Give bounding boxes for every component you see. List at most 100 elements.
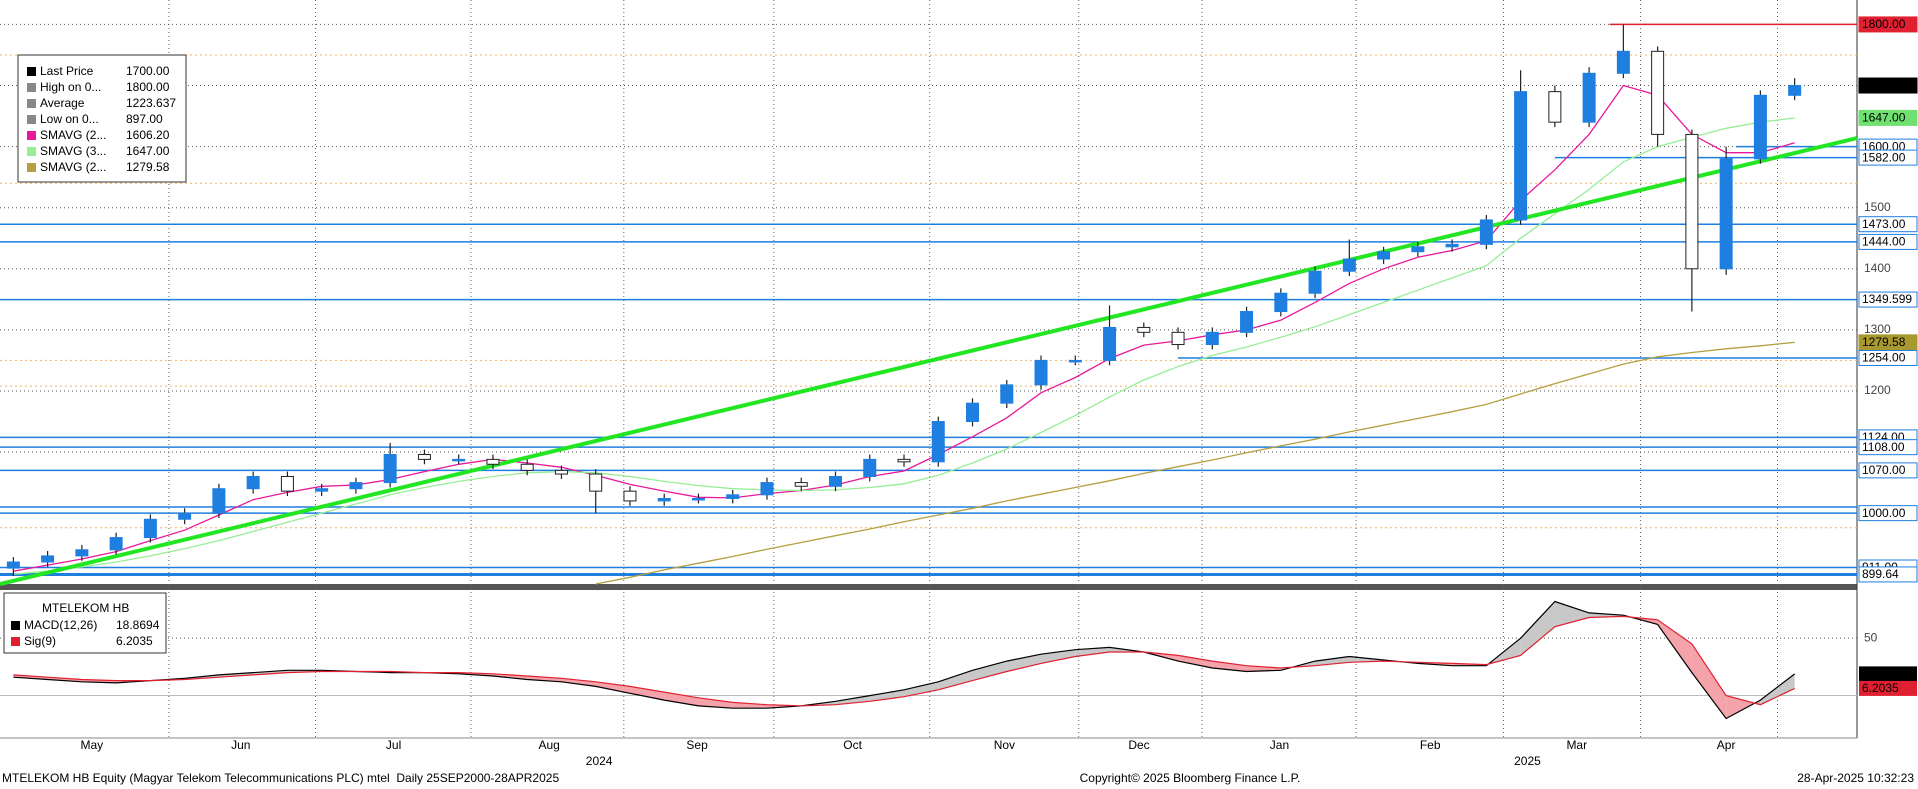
x-tick-label: Aug — [538, 738, 559, 752]
legend-name: High on 0... — [40, 80, 101, 94]
macd-tag — [1859, 680, 1917, 696]
macd-fill — [561, 678, 596, 687]
price-tag-label: 1700.00 — [1862, 78, 1906, 92]
candle-body — [1308, 270, 1322, 294]
legend-swatch — [27, 147, 36, 156]
legend-swatch — [27, 115, 36, 124]
price-tag — [1858, 349, 1918, 366]
legend-value: 1700.00 — [126, 64, 170, 78]
candle-body — [315, 488, 329, 492]
price-tag — [1858, 109, 1918, 126]
legend-name: SMAVG (2... — [40, 160, 106, 174]
y-tick-label: 1300 — [1864, 322, 1891, 336]
macd-fill — [1726, 695, 1761, 719]
legend-swatch — [27, 99, 36, 108]
price-tag — [1858, 462, 1918, 479]
legend-name: Sig(9) — [24, 634, 56, 648]
macd-fill — [1554, 601, 1590, 627]
macd-fill — [972, 661, 1007, 681]
x-tick-label: Jun — [231, 738, 250, 752]
candle-body — [1479, 219, 1493, 245]
candle-body — [931, 421, 945, 463]
macd-fill — [664, 692, 699, 706]
candle-body — [1753, 94, 1767, 160]
macd-tag-label: 18.8694 — [1862, 667, 1906, 681]
price-tag — [1858, 16, 1918, 33]
candle-body — [760, 482, 774, 496]
footer-right: 28-Apr-2025 10:32:23 — [1797, 771, 1914, 785]
x-tick-label: Oct — [843, 738, 862, 752]
candle-body — [520, 463, 534, 471]
legend-name: Last Price — [40, 64, 94, 78]
legend-swatch — [27, 131, 36, 140]
legend-value: 18.8694 — [116, 618, 160, 632]
candle-body — [1103, 326, 1117, 361]
macd-fill — [1657, 619, 1692, 673]
candle-body — [41, 555, 55, 563]
candle-body — [794, 482, 808, 487]
macd-tag — [1859, 666, 1917, 682]
legend-swatch — [27, 163, 36, 172]
legend-box — [3, 592, 167, 654]
x-tick-label: Jul — [386, 738, 401, 752]
price-tag — [1858, 233, 1918, 250]
price-tag-label: 1349.599 — [1862, 292, 1912, 306]
y-tick-label: 1400 — [1864, 261, 1891, 275]
macd-fill — [732, 702, 767, 709]
footer-left: MTELEKOM HB Equity (Magyar Telekom Telec… — [2, 771, 559, 785]
candle-body — [486, 458, 500, 465]
series-line — [13, 117, 1795, 575]
legend-value: 1800.00 — [126, 80, 170, 94]
candle-body — [246, 475, 260, 490]
price-tag-label: 1582.00 — [1862, 150, 1906, 164]
legend-value: 1647.00 — [126, 144, 170, 158]
price-tag — [1858, 216, 1918, 233]
macd-fill — [527, 676, 562, 682]
panel-divider — [0, 584, 1857, 590]
candle-body — [212, 488, 226, 514]
price-tag-label: 1473.00 — [1862, 217, 1906, 231]
legend-value: 1223.637 — [126, 96, 176, 110]
candle-body — [1719, 158, 1733, 270]
candle-body — [1514, 91, 1528, 221]
candle-body — [417, 453, 431, 460]
price-tag-label: 1254.00 — [1862, 351, 1906, 365]
candle-body — [109, 537, 123, 551]
macd-fill — [869, 689, 905, 702]
candle-body — [75, 549, 89, 557]
legend-name: Average — [40, 96, 85, 110]
candle-body — [1000, 384, 1014, 404]
macd-title: MTELEKOM HB — [42, 601, 129, 615]
price-tag — [1858, 566, 1918, 583]
series-line — [13, 615, 1795, 707]
legend-swatch — [11, 621, 20, 630]
candle-body — [897, 458, 911, 463]
macd-fill — [1178, 655, 1213, 669]
candle-body — [1582, 72, 1596, 123]
macd-fill — [835, 695, 870, 705]
candle-body — [1068, 359, 1082, 363]
series-line — [595, 341, 1795, 585]
macd-tag-label: 6.2035 — [1862, 681, 1899, 695]
candle-body — [178, 512, 192, 520]
legend-name: SMAVG (2... — [40, 128, 106, 142]
price-tag-label: 1444.00 — [1862, 235, 1906, 249]
price-tag — [1858, 77, 1918, 94]
candle-body — [1616, 50, 1630, 74]
y-tick-label: 1500 — [1864, 200, 1891, 214]
macd-fill — [1041, 649, 1076, 664]
price-tag — [1858, 149, 1918, 166]
legend-swatch — [11, 637, 20, 646]
candle-body — [1205, 331, 1219, 346]
candle-body — [1548, 91, 1562, 123]
candle-body — [1274, 292, 1288, 313]
candle-body — [828, 475, 842, 487]
candle-body — [726, 494, 740, 499]
x-tick-label: Jan — [1270, 738, 1289, 752]
price-tag — [1858, 291, 1918, 308]
candle-body — [6, 561, 20, 569]
candle-body — [280, 475, 294, 492]
